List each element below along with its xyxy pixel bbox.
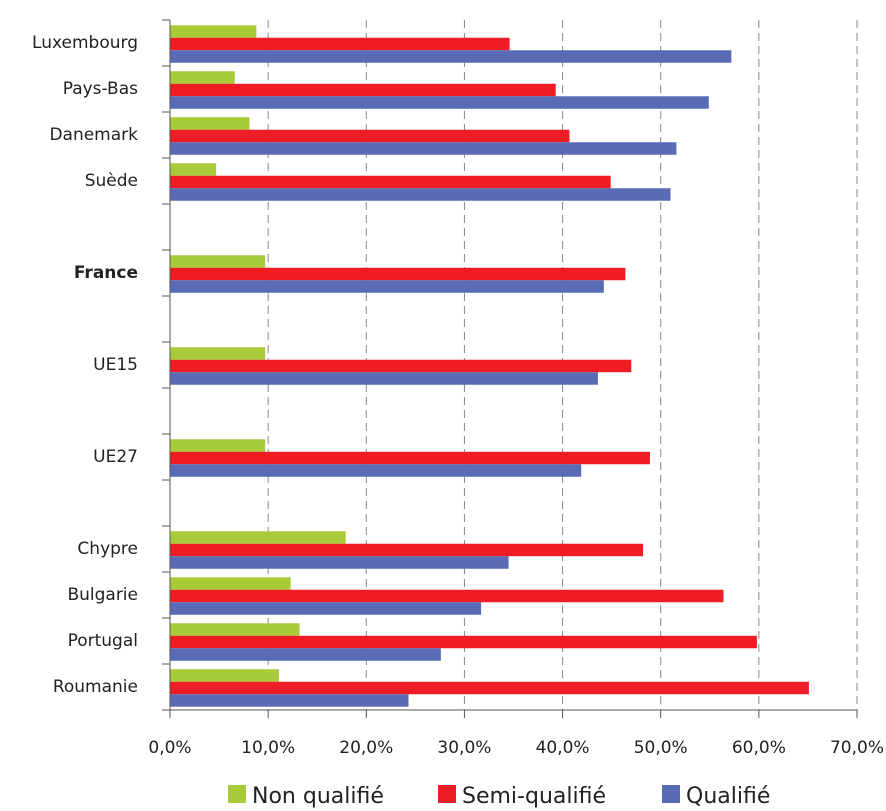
bar <box>170 648 441 661</box>
x-tick-label: 30,0% <box>437 738 491 758</box>
y-tick-label: Luxembourg <box>32 33 138 53</box>
y-tick-label: Portugal <box>68 631 138 651</box>
y-tick-label: Pays-Bas <box>63 79 138 99</box>
bar <box>170 175 611 189</box>
bar <box>170 623 300 636</box>
bar <box>170 669 279 682</box>
bar <box>170 372 598 385</box>
x-tick-label: 40,0% <box>536 738 590 758</box>
bar <box>170 589 724 603</box>
bar <box>170 280 604 293</box>
y-tick-label: Bulgarie <box>67 585 138 605</box>
bar <box>170 347 266 360</box>
legend-label: Semi-qualifié <box>462 784 606 809</box>
x-tick-label: 20,0% <box>339 738 393 758</box>
bar <box>170 635 757 649</box>
bar <box>170 25 257 38</box>
bar <box>170 83 556 97</box>
bar <box>170 577 291 590</box>
x-tick-label: 60,0% <box>732 738 786 758</box>
y-tick-label: Chypre <box>77 539 138 559</box>
legend-swatch <box>228 785 246 803</box>
y-tick-label: Danemark <box>49 125 138 145</box>
x-tick-label: 70,0% <box>830 738 884 758</box>
bar <box>170 531 346 544</box>
bar <box>170 694 409 707</box>
legend-swatch <box>438 785 456 803</box>
bar <box>170 142 677 155</box>
bar <box>170 556 509 569</box>
x-tick-label: 10,0% <box>241 738 295 758</box>
bar <box>170 163 217 176</box>
bar <box>170 464 582 477</box>
bar <box>170 439 266 452</box>
bar <box>170 681 809 695</box>
y-tick-label: Suède <box>85 171 138 191</box>
bar <box>170 359 632 373</box>
bar <box>170 37 510 51</box>
legend-label: Non qualifié <box>252 784 384 809</box>
x-tick-label: 0,0% <box>148 738 191 758</box>
bar <box>170 50 732 63</box>
y-tick-label: France <box>74 263 138 283</box>
bar <box>170 267 626 281</box>
bar <box>170 255 266 268</box>
bar <box>170 96 709 109</box>
legend-label: Qualifié <box>686 784 770 809</box>
bar <box>170 188 671 201</box>
y-tick-label: UE27 <box>93 447 138 467</box>
bar <box>170 451 650 465</box>
y-tick-label: Roumanie <box>53 677 138 697</box>
bar <box>170 71 235 84</box>
x-tick-label: 50,0% <box>634 738 688 758</box>
legend-swatch <box>662 785 680 803</box>
bar <box>170 543 644 557</box>
y-tick-label: UE15 <box>93 355 138 375</box>
bar <box>170 117 250 130</box>
bar <box>170 602 482 615</box>
bar <box>170 129 570 143</box>
